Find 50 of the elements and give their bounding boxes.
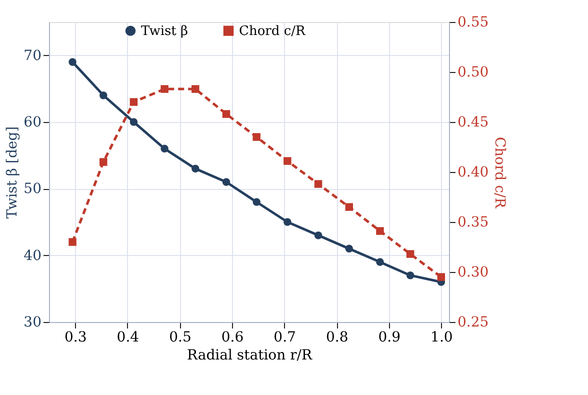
y2-tick-label: 0.45 xyxy=(458,114,489,130)
x-tick-label: 0.7 xyxy=(274,330,296,346)
point xyxy=(314,180,322,188)
point xyxy=(100,91,108,100)
point xyxy=(376,258,384,266)
point xyxy=(284,157,292,165)
point xyxy=(376,227,384,235)
point xyxy=(314,231,322,240)
point xyxy=(406,271,414,280)
y-axis-title: Twist β [deg] xyxy=(4,126,21,219)
point xyxy=(192,164,200,173)
y2-tick-label: 0.35 xyxy=(458,214,489,230)
y-tick-label: 60 xyxy=(24,114,42,130)
y-tick-label: 50 xyxy=(24,181,42,198)
point xyxy=(160,144,168,153)
legend-label: Twist β xyxy=(141,24,188,39)
y-tick-label: 30 xyxy=(24,314,42,330)
y-tick-label: 40 xyxy=(24,248,42,264)
point xyxy=(68,238,76,246)
y2-axis-title: Chord c/R xyxy=(492,136,508,209)
point xyxy=(192,85,200,93)
point xyxy=(252,198,260,206)
point xyxy=(406,250,414,258)
x-tick-label: 0.8 xyxy=(326,330,348,346)
point xyxy=(252,133,260,141)
x-tick-label: 0.5 xyxy=(169,330,192,346)
y2-tick-label: 0.40 xyxy=(458,164,489,180)
point xyxy=(437,273,446,281)
point xyxy=(160,85,168,93)
point xyxy=(345,244,354,253)
y2-tick-label: 0.30 xyxy=(458,264,489,280)
legend-label: Chord c/R xyxy=(239,24,306,39)
point xyxy=(284,218,292,226)
y2-tick-label: 0.25 xyxy=(458,314,489,330)
y2-tick-label: 0.55 xyxy=(458,14,489,30)
x-tick-label: 0.3 xyxy=(64,330,87,346)
y2-tick-label: 0.50 xyxy=(458,64,489,80)
point xyxy=(222,178,230,186)
point xyxy=(222,110,230,118)
x-tick-label: 0.4 xyxy=(116,330,140,346)
point xyxy=(345,203,354,211)
point xyxy=(100,158,108,166)
x-tick-label: 1.0 xyxy=(430,330,453,346)
point xyxy=(130,98,138,106)
x-tick-label: 0.6 xyxy=(221,330,244,346)
x-axis-title: Radial station r/R xyxy=(186,348,312,364)
x-tick-label: 0.9 xyxy=(378,330,400,346)
y-tick-label: 70 xyxy=(24,48,42,64)
point xyxy=(68,58,76,66)
point xyxy=(130,118,138,126)
